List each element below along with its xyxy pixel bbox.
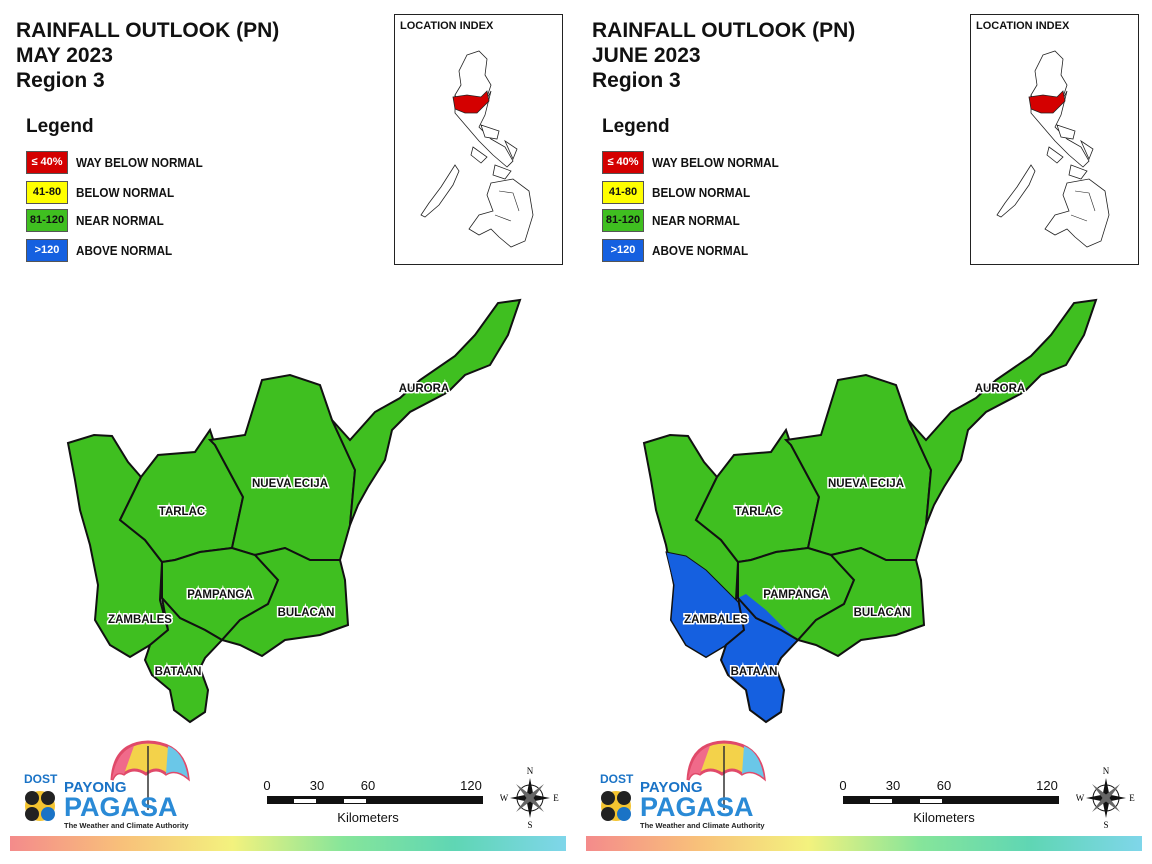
location-index-map: LOCATION INDEX [394, 14, 563, 265]
province-bulacan[interactable] [796, 546, 926, 658]
legend-title: Legend [26, 116, 94, 137]
label-tarlac: TARLAC [735, 506, 781, 518]
footer-color-strip [586, 836, 1142, 851]
label-nueva-ecija: NUEVA ECIJA [252, 478, 328, 490]
compass-s: S [527, 820, 532, 830]
legend-label: BELOW NORMAL [652, 185, 751, 200]
legend-label: ABOVE NORMAL [76, 243, 173, 258]
compass-e: E [1129, 793, 1135, 803]
scale-unit: Kilometers [913, 810, 975, 825]
compass-w: W [1076, 793, 1085, 803]
logo-dost: DOST [24, 772, 58, 786]
legend-swatch-blue: >120 [602, 239, 644, 262]
province-bataan[interactable] [143, 594, 224, 724]
legend-label: WAY BELOW NORMAL [76, 155, 203, 170]
location-index-title: LOCATION INDEX [976, 20, 1070, 32]
label-pampanga: PAMPANGA [763, 589, 828, 601]
label-nueva-ecija: NUEVA ECIJA [828, 478, 904, 490]
logo-pagasa: PAGASA [640, 792, 754, 822]
label-zambales: ZAMBALES [108, 614, 172, 626]
label-aurora: AURORA [975, 383, 1025, 395]
compass-n: N [1103, 766, 1110, 776]
scale-unit: Kilometers [337, 810, 399, 825]
legend-label: WAY BELOW NORMAL [652, 155, 779, 170]
province-aurora[interactable] [331, 298, 522, 526]
label-aurora: AURORA [399, 383, 449, 395]
title-region: Region 3 [16, 69, 105, 92]
legend-swatch-yellow: 41-80 [602, 181, 644, 204]
region-3-highlight [452, 90, 490, 114]
legend-swatch-red: ≤ 40% [26, 151, 68, 174]
legend-swatch-green: 81-120 [26, 209, 68, 232]
scale-tick-30: 30 [310, 778, 324, 793]
label-zambales: ZAMBALES [684, 614, 748, 626]
logo-payong: PAYONG [64, 779, 127, 796]
north-arrow-compass-icon: N S W E [1076, 766, 1135, 830]
scale-tick-30: 30 [886, 778, 900, 793]
compass-s: S [1103, 820, 1108, 830]
logo-tagline: The Weather and Climate Authority [64, 821, 189, 830]
logo-payong: PAYONG [640, 779, 703, 796]
province-aurora[interactable] [907, 298, 1098, 526]
scale-tick-0: 0 [263, 778, 270, 793]
scale-tick-0: 0 [839, 778, 846, 793]
location-index-title: LOCATION INDEX [400, 20, 494, 32]
label-pampanga: PAMPANGA [187, 589, 252, 601]
logo-tagline: The Weather and Climate Authority [640, 821, 765, 830]
region-3-highlight [1028, 90, 1066, 114]
legend-swatch-blue: >120 [26, 239, 68, 262]
legend-label: NEAR NORMAL [76, 213, 164, 228]
legend-label: BELOW NORMAL [76, 185, 175, 200]
scale-tick-60: 60 [361, 778, 375, 793]
logo-pagasa: PAGASA [64, 792, 178, 822]
label-bulacan: BULACAN [854, 607, 911, 619]
footer-color-strip [10, 836, 566, 851]
compass-w: W [500, 793, 509, 803]
scale-tick-120: 120 [460, 778, 482, 793]
scale-bar: 0 30 60 120 Kilometers [839, 778, 1059, 825]
region-3-map: AURORA NUEVA ECIJA TARLAC PAMPANGA BULAC… [642, 298, 1098, 724]
philippines-outline [996, 50, 1110, 248]
legend-swatch-red: ≤ 40% [602, 151, 644, 174]
location-index-map: LOCATION INDEX [970, 14, 1139, 265]
label-bataan: BATAAN [155, 666, 202, 678]
legend-label: ABOVE NORMAL [652, 243, 749, 258]
label-bulacan: BULACAN [278, 607, 335, 619]
region-3-map: AURORA NUEVA ECIJA TARLAC PAMPANGA BULAC… [66, 298, 522, 724]
title-line-1: RAINFALL OUTLOOK (PN) [16, 19, 280, 42]
payong-pagasa-logo: DOST PAYONG PAGASA The Weather and Clima… [24, 740, 190, 830]
north-arrow-compass-icon: N S W E [500, 766, 559, 830]
province-bulacan[interactable] [220, 546, 350, 658]
compass-e: E [553, 793, 559, 803]
province-bataan[interactable] [719, 594, 800, 724]
scale-tick-120: 120 [1036, 778, 1058, 793]
legend-label: NEAR NORMAL [652, 213, 740, 228]
label-tarlac: TARLAC [159, 506, 205, 518]
pampanga-above-normal-zone [738, 594, 798, 640]
scale-tick-60: 60 [937, 778, 951, 793]
outlook-panel-june: RAINFALL OUTLOOK (PN) JUNE 2023 Region 3… [576, 0, 1152, 864]
scale-bar: 0 30 60 120 Kilometers [263, 778, 483, 825]
legend-swatch-yellow: 41-80 [26, 181, 68, 204]
province-nueva-ecija[interactable] [207, 373, 357, 561]
title-line-1: RAINFALL OUTLOOK (PN) [592, 19, 856, 42]
label-bataan: BATAAN [731, 666, 778, 678]
philippines-outline [420, 50, 534, 248]
legend-title: Legend [602, 116, 670, 137]
compass-n: N [527, 766, 534, 776]
panel-title: RAINFALL OUTLOOK (PN) JUNE 2023 Region 3 [592, 18, 855, 93]
title-month: MAY 2023 [16, 44, 113, 67]
title-month: JUNE 2023 [592, 44, 701, 67]
payong-pagasa-logo: DOST PAYONG PAGASA The Weather and Clima… [600, 740, 766, 830]
panel-title: RAINFALL OUTLOOK (PN) MAY 2023 Region 3 [16, 18, 279, 93]
legend-swatch-green: 81-120 [602, 209, 644, 232]
title-region: Region 3 [592, 69, 681, 92]
province-nueva-ecija[interactable] [783, 373, 933, 561]
outlook-panel-may: RAINFALL OUTLOOK (PN) MAY 2023 Region 3 … [10, 14, 566, 851]
logo-dost: DOST [600, 772, 634, 786]
